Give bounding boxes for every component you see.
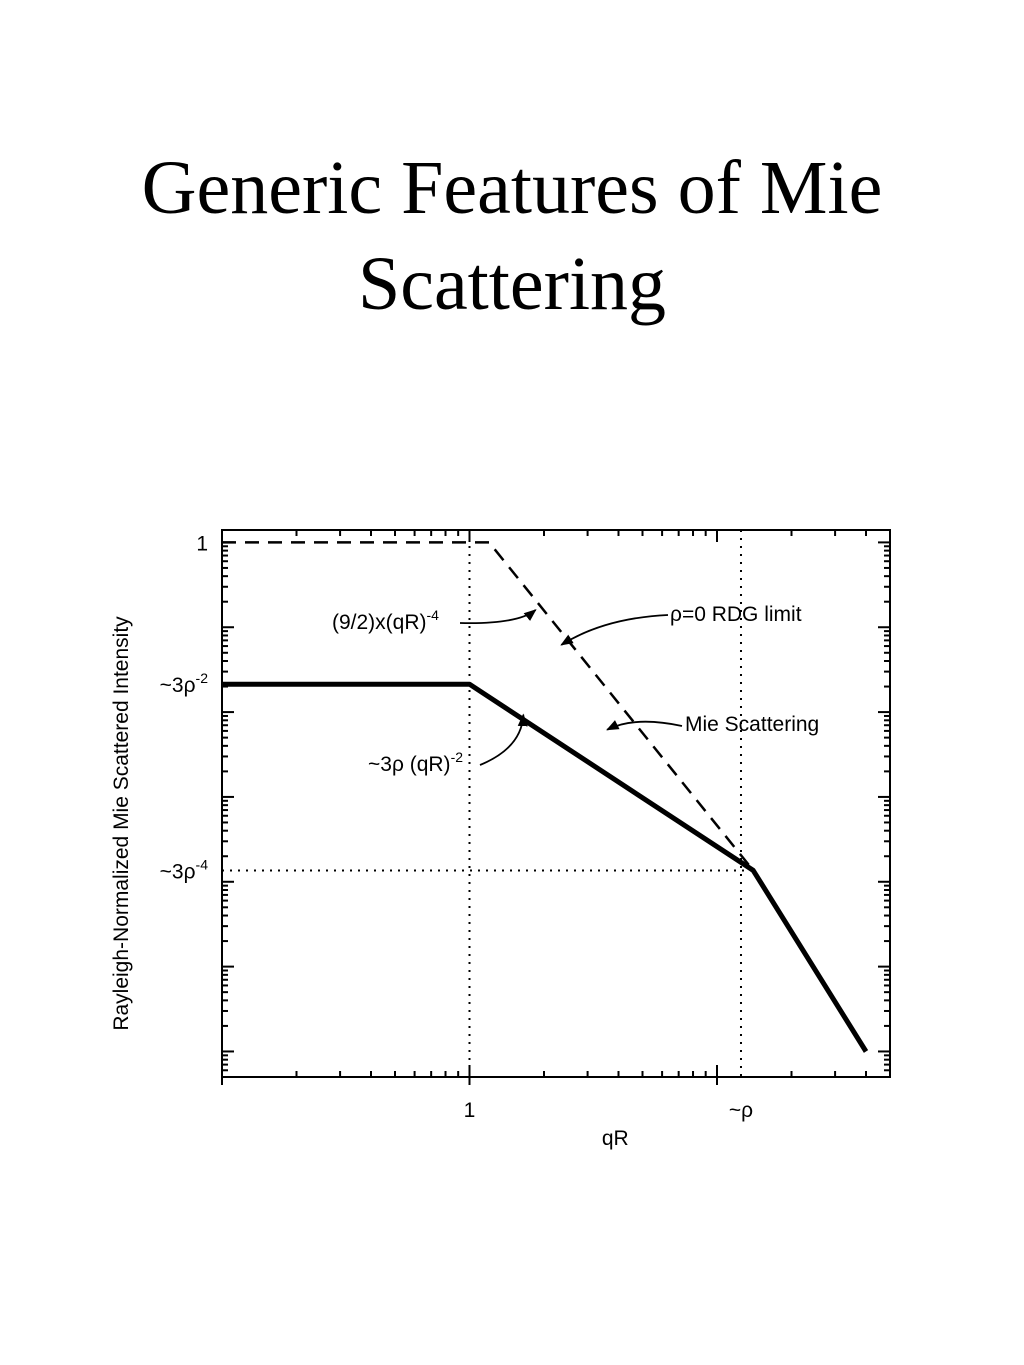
series-layer (222, 541, 869, 1053)
plot-frame (221, 529, 891, 1078)
annotations: ρ=0 RDG limit (9/2)x(qR)-4 Mie Scattering ~… (332, 603, 819, 776)
annotation-text: ρ=0 RDG limit (670, 603, 802, 626)
x-tick-label-1: ~ρ (729, 1099, 753, 1122)
slide-title: Generic Features of Mie Scattering (0, 140, 1024, 332)
annotation-arrow-three-rho (479, 713, 528, 766)
y-tick-label-exponent: -4 (196, 856, 209, 872)
y-tick-label-2: ~3ρ-4 (160, 856, 209, 883)
annotation-nine-halves: (9/2)x(qR)-4 (332, 607, 439, 634)
reference-lines (222, 530, 754, 1077)
annotation-arrow-rdg (560, 614, 669, 646)
slide-title-line-2: Scattering (357, 242, 667, 326)
annotation-arrow-mie (606, 720, 683, 731)
y-axis-title: Rayleigh-Normalized Mie Scattered Intens… (110, 616, 133, 1031)
y-tick-label-1: ~3ρ-2 (160, 670, 209, 697)
annotation-text: ~3ρ (qR) (368, 753, 451, 776)
annotation-exponent: -4 (427, 607, 440, 623)
axis-ticks (221, 530, 891, 1085)
y-tick-label-base: 1 (196, 532, 208, 555)
y-tick-label-0: 1 (196, 532, 208, 555)
x-tick-label-0: 1 (464, 1099, 476, 1122)
slide-title-line-1: Generic Features of Mie (141, 146, 883, 230)
annotation-text: (9/2)x(qR) (332, 611, 427, 634)
series-line-mie-scattering (222, 681, 869, 1053)
annotation-mie: Mie Scattering (685, 713, 819, 736)
annotation-arrow-nine-halves (459, 609, 537, 625)
annotation-three-rho: ~3ρ (qR)-2 (368, 749, 463, 776)
annotation-rdg: ρ=0 RDG limit (670, 603, 802, 626)
annotation-arrows (459, 609, 683, 766)
annotation-text: Mie Scattering (685, 713, 819, 736)
x-axis-title: qR (602, 1127, 629, 1150)
y-tick-label-base: ~3ρ (160, 860, 196, 883)
annotation-exponent: -2 (451, 749, 464, 765)
y-tick-label-base: ~3ρ (160, 674, 196, 697)
tick-labels: 1 ~ρ1~3ρ-2~3ρ-4 (160, 532, 753, 1122)
y-tick-label-exponent: -2 (196, 670, 209, 686)
series-line-rdg-limit (222, 541, 755, 872)
